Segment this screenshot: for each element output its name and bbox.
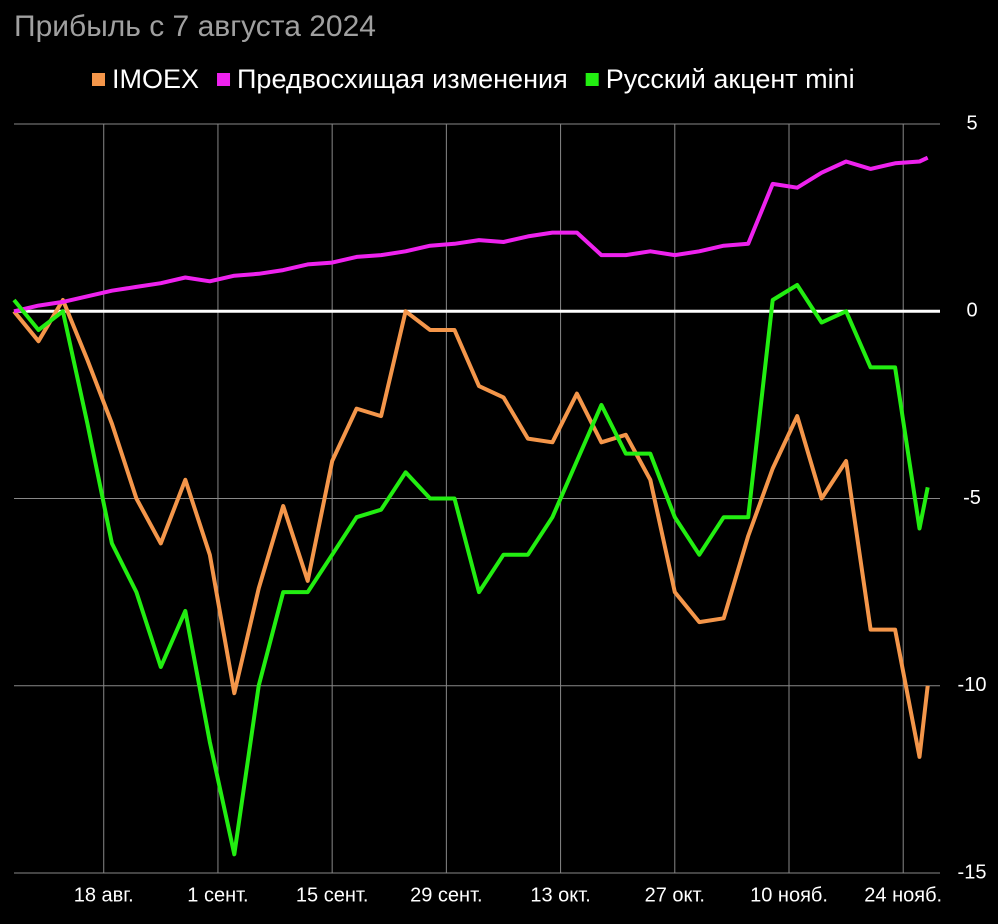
y-tick-label: -5 — [963, 487, 981, 509]
legend-label: Русский акцент mini — [606, 64, 855, 94]
x-tick-label: 13 окт. — [530, 884, 590, 906]
legend-label: IMOEX — [112, 64, 199, 94]
x-tick-label: 10 нояб. — [750, 884, 828, 906]
x-tick-label: 24 нояб. — [864, 884, 942, 906]
legend-swatch — [217, 73, 231, 86]
series-line — [12, 298, 930, 759]
legend-swatch — [92, 73, 105, 86]
chart-title: Прибыль с 7 августа 2024 — [14, 10, 376, 43]
y-tick-label: 5 — [966, 112, 977, 134]
series-line — [12, 283, 930, 857]
x-tick-label: 29 сент. — [410, 884, 482, 906]
x-tick-label: 15 сент. — [296, 884, 368, 906]
y-tick-label: 0 — [966, 300, 977, 322]
series-line — [13, 155, 929, 314]
x-tick-label: 1 сент. — [187, 884, 248, 906]
legend-label: Предвосхищая изменения — [237, 64, 568, 94]
x-tick-label: 27 окт. — [645, 884, 705, 906]
legend-swatch — [585, 73, 599, 86]
y-tick-label: -15 — [958, 861, 987, 883]
x-tick-label: 18 авг. — [74, 884, 134, 906]
y-tick-label: -10 — [958, 674, 987, 696]
